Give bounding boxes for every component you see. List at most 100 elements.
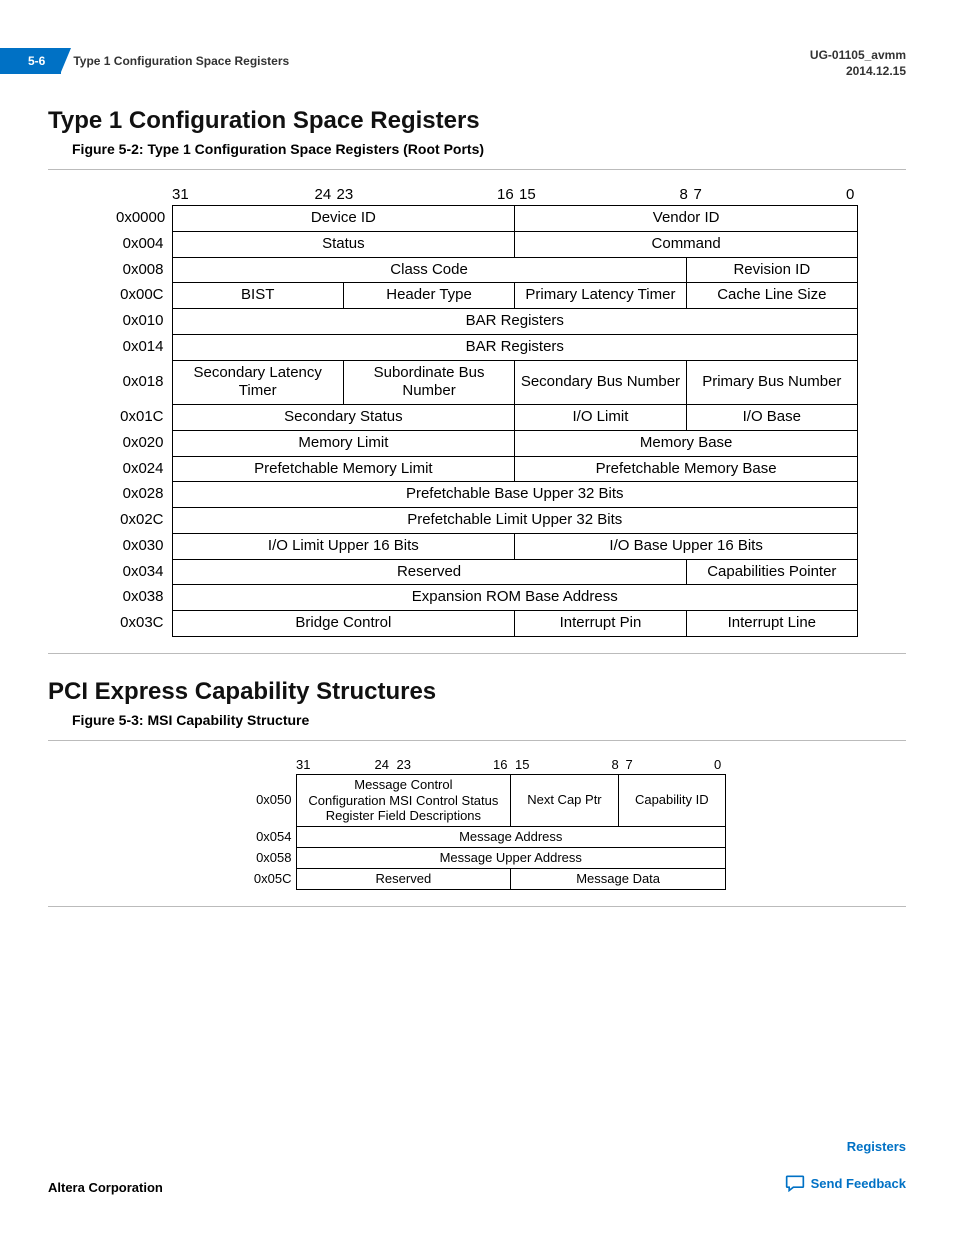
register-field: Expansion ROM Base Address xyxy=(172,585,858,611)
register-address: 0x010 xyxy=(112,309,172,335)
registers-link[interactable]: Registers xyxy=(785,1139,906,1154)
register-row: 0x014BAR Registers xyxy=(112,334,858,360)
bit-label: 31 xyxy=(296,757,375,772)
breadcrumb: Type 1 Configuration Space Registers xyxy=(73,54,289,68)
register-address: 0x00C xyxy=(112,283,172,309)
register-field: Status xyxy=(172,231,515,257)
register-field: Memory Base xyxy=(515,430,858,456)
register-address: 0x014 xyxy=(112,334,172,360)
register-address: 0x050 xyxy=(248,774,296,826)
register-row: 0x054Message Address xyxy=(248,826,726,847)
register-row: 0x02CPrefetchable Limit Upper 32 Bits xyxy=(112,508,858,534)
register-address: 0x020 xyxy=(112,430,172,456)
register-field: Header Type xyxy=(343,283,514,309)
register-field: Device ID xyxy=(172,206,515,232)
register-field: Capabilities Pointer xyxy=(686,559,857,585)
register-field: Reserved xyxy=(172,559,686,585)
register-address: 0x038 xyxy=(112,585,172,611)
register-address: 0x02C xyxy=(112,508,172,534)
register-field: BAR Registers xyxy=(172,334,858,360)
doc-date: 2014.12.15 xyxy=(810,64,906,80)
send-feedback-link[interactable]: Send Feedback xyxy=(785,1174,906,1192)
register-field: Capability ID xyxy=(618,774,725,826)
register-field: Vendor ID xyxy=(515,206,858,232)
register-address: 0x01C xyxy=(112,405,172,431)
bit-label: 31 xyxy=(172,186,315,203)
register-address: 0x028 xyxy=(112,482,172,508)
register-address: 0x0000 xyxy=(112,206,172,232)
bit-header-row: 31 24 23 16 15 8 7 0 xyxy=(112,186,858,203)
register-field: Primary Latency Timer xyxy=(515,283,686,309)
company-name: Altera Corporation xyxy=(48,1180,163,1195)
bit-label: 23 xyxy=(395,757,415,772)
register-address: 0x018 xyxy=(112,360,172,405)
register-field: Subordinate Bus Number xyxy=(343,360,514,405)
page-footer: Altera Corporation Registers Send Feedba… xyxy=(48,1139,906,1195)
register-field: Message ControlConfiguration MSI Control… xyxy=(296,774,511,826)
register-address: 0x034 xyxy=(112,559,172,585)
register-row: 0x024Prefetchable Memory LimitPrefetchab… xyxy=(112,456,858,482)
register-row: 0x00CBISTHeader TypePrimary Latency Time… xyxy=(112,283,858,309)
register-address: 0x004 xyxy=(112,231,172,257)
register-field: Class Code xyxy=(172,257,686,283)
register-field: Command xyxy=(515,231,858,257)
section-title-pcie: PCI Express Capability Structures xyxy=(48,678,906,706)
register-row: 0x030I/O Limit Upper 16 BitsI/O Base Upp… xyxy=(112,533,858,559)
register-row: 0x05CReservedMessage Data xyxy=(248,869,726,890)
register-field: BAR Registers xyxy=(172,309,858,335)
register-row: 0x03CBridge ControlInterrupt PinInterrup… xyxy=(112,611,858,637)
register-row: 0x038Expansion ROM Base Address xyxy=(112,585,858,611)
register-field: Message Address xyxy=(296,826,726,847)
register-field: Interrupt Pin xyxy=(515,611,686,637)
register-address: 0x008 xyxy=(112,257,172,283)
divider xyxy=(48,169,906,170)
register-field: Memory Limit xyxy=(172,430,515,456)
register-field: Bridge Control xyxy=(172,611,515,637)
bit-label: 0 xyxy=(846,186,858,203)
register-row: 0x010BAR Registers xyxy=(112,309,858,335)
send-feedback-label: Send Feedback xyxy=(811,1176,906,1191)
register-field: Secondary Status xyxy=(172,405,515,431)
bit-label: 24 xyxy=(315,186,335,203)
register-field: Message Data xyxy=(511,869,726,890)
doc-id: UG-01105_avmm xyxy=(810,48,906,64)
divider xyxy=(48,740,906,741)
register-field: Primary Bus Number xyxy=(686,360,857,405)
register-row: 0x0000Device IDVendor ID xyxy=(112,206,858,232)
bit-label: 15 xyxy=(517,186,537,203)
register-field: Prefetchable Limit Upper 32 Bits xyxy=(172,508,858,534)
divider xyxy=(48,906,906,907)
register-table-msi: 31 24 23 16 15 8 7 0 0x050Message Contro… xyxy=(248,757,726,891)
register-field: Cache Line Size xyxy=(686,283,857,309)
register-row: 0x028Prefetchable Base Upper 32 Bits xyxy=(112,482,858,508)
register-row: 0x01CSecondary StatusI/O LimitI/O Base xyxy=(112,405,858,431)
register-field: Message Upper Address xyxy=(296,847,726,868)
register-row: 0x018Secondary Latency TimerSubordinate … xyxy=(112,360,858,405)
bit-label: 8 xyxy=(612,757,624,772)
register-field: Reserved xyxy=(296,869,511,890)
register-row: 0x050Message ControlConfiguration MSI Co… xyxy=(248,774,726,826)
bit-label: 7 xyxy=(692,186,704,203)
bit-label: 8 xyxy=(680,186,692,203)
feedback-icon xyxy=(785,1174,805,1192)
bit-label: 23 xyxy=(335,186,355,203)
register-row: 0x058Message Upper Address xyxy=(248,847,726,868)
register-field: Secondary Latency Timer xyxy=(172,360,343,405)
register-address: 0x03C xyxy=(112,611,172,637)
register-row: 0x020Memory LimitMemory Base xyxy=(112,430,858,456)
register-field: I/O Base xyxy=(686,405,857,431)
page-header: 5-6 Type 1 Configuration Space Registers… xyxy=(48,48,906,79)
register-field: I/O Base Upper 16 Bits xyxy=(515,533,858,559)
register-field: Prefetchable Memory Base xyxy=(515,456,858,482)
register-field: Next Cap Ptr xyxy=(511,774,618,826)
register-address: 0x05C xyxy=(248,869,296,890)
register-address: 0x024 xyxy=(112,456,172,482)
register-address: 0x058 xyxy=(248,847,296,868)
bit-label: 16 xyxy=(497,186,517,203)
section-title-type1: Type 1 Configuration Space Registers xyxy=(48,107,906,135)
register-table-type1: 31 24 23 16 15 8 7 0 0x0000Device IDVend… xyxy=(112,186,858,637)
register-field: Interrupt Line xyxy=(686,611,857,637)
register-field: I/O Limit xyxy=(515,405,686,431)
bit-header-row: 31 24 23 16 15 8 7 0 xyxy=(248,757,726,772)
register-field: Prefetchable Base Upper 32 Bits xyxy=(172,482,858,508)
